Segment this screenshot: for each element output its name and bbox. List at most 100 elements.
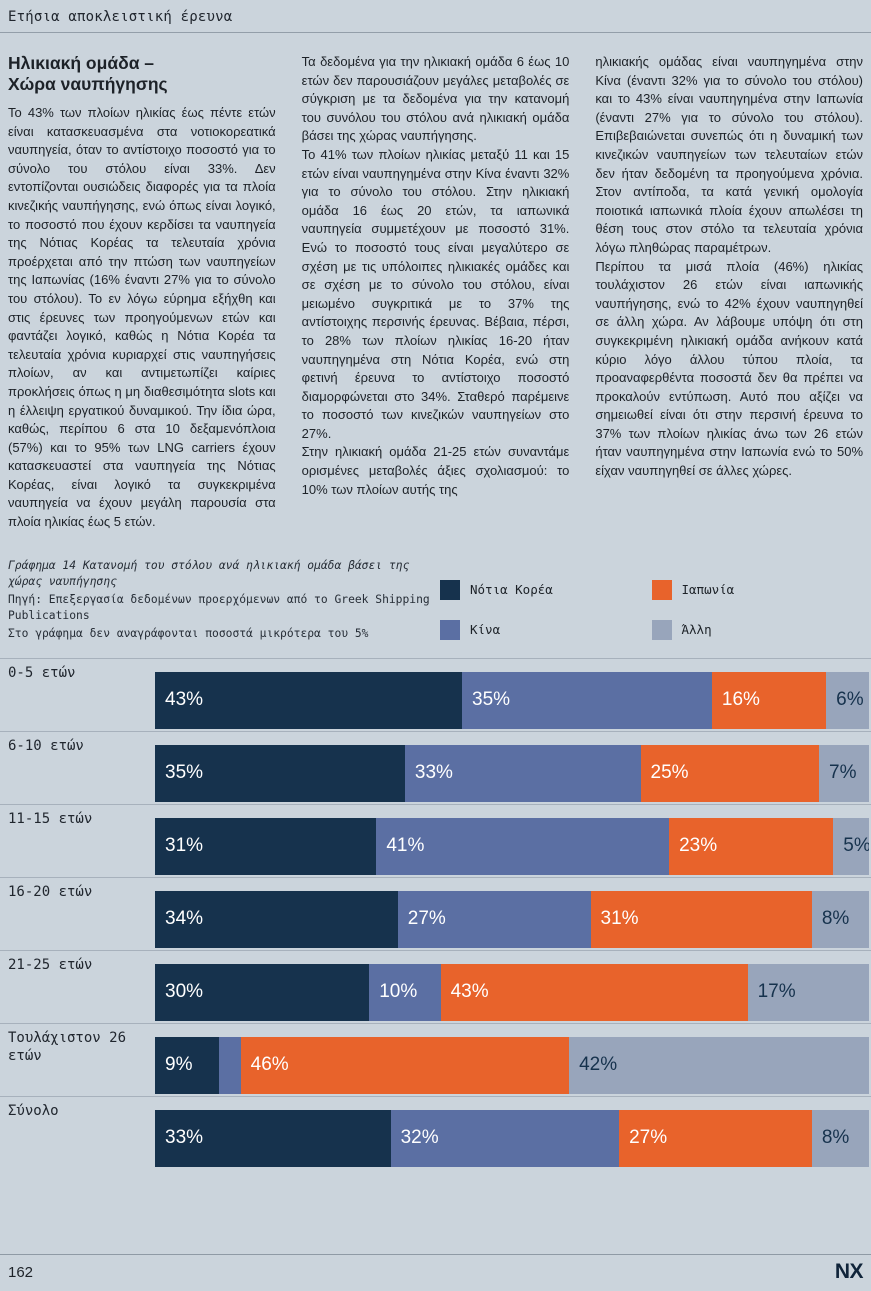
chart-note: Στο γράφημα δεν αναγράφονται ποσοστά μικ… xyxy=(8,626,369,640)
chart-row-label: 11-15 ετών xyxy=(8,810,93,827)
text-column-3: ηλικιακής ομάδας είναι ναυπηγημένα στην … xyxy=(595,53,863,532)
legend-swatch-kina xyxy=(440,619,460,640)
chart-caption: Γράφημα 14 Κατανομή του στόλου ανά ηλικι… xyxy=(8,558,440,642)
stacked-bar: 43% 35% 16% 6% xyxy=(155,671,869,729)
bar-segment-notia-korea: 35% xyxy=(155,744,405,802)
bar-segment-value: 8% xyxy=(821,1127,850,1149)
stacked-bar-chart: 0-5 ετών 43% 35% 16% 6% 6-10 ετών 35% 33% 25% 7% 1… xyxy=(0,657,871,1169)
stacked-bar: 35% 33% 25% 7% xyxy=(155,744,869,802)
bar-segment-notia-korea: 31% xyxy=(155,817,377,875)
legend-item-iaponia: Ιαπωνία xyxy=(651,579,864,600)
chart-title: Γράφημα 14 Κατανομή του στόλου ανά ηλικι… xyxy=(8,558,410,588)
bar-segment-value: 33% xyxy=(165,1127,204,1149)
bar-segment-alli: 8% xyxy=(811,890,869,948)
legend-swatch-iaponia xyxy=(651,579,672,600)
legend-item-kina: Κίνα xyxy=(440,619,652,640)
chart-caption-area: Γράφημα 14 Κατανομή του στόλου ανά ηλικι… xyxy=(0,532,871,642)
publisher-logo: NX xyxy=(834,1260,864,1283)
text-column-1: Ηλικιακή ομάδα – Χώρα ναυπήγησης Το 43% … xyxy=(8,53,276,532)
bar-segment-iaponia: 25% xyxy=(640,744,819,802)
text-column-2: Τα δεδομένα για την ηλικιακή ομάδα 6 έως… xyxy=(302,53,570,532)
bar-segment-kina: 32% xyxy=(390,1109,620,1167)
page-number: 162 xyxy=(8,1263,34,1281)
bar-segment-alli: 5% xyxy=(833,817,869,875)
article-heading-line-1: Ηλικιακή ομάδα – xyxy=(8,53,155,73)
bar-segment-value: 25% xyxy=(650,762,689,784)
bar-segment-value: 35% xyxy=(165,762,204,784)
bar-segment-value: 6% xyxy=(836,689,864,711)
bar-segment-value: 27% xyxy=(629,1127,668,1149)
bar-segment-value: 31% xyxy=(165,835,204,857)
stacked-bar: 33% 32% 27% 8% xyxy=(155,1109,869,1167)
paragraph: Περίπου τα μισά πλοία (46%) ηλικίας τουλ… xyxy=(595,258,864,479)
page-header: Ετήσια αποκλειστική έρευνα xyxy=(0,0,871,33)
chart-row: 16-20 ετών 34% 27% 31% 8% xyxy=(0,876,871,950)
bar-segment-kina: 33% xyxy=(404,744,641,802)
stacked-bar: 34% 27% 31% 8% xyxy=(155,890,869,948)
legend-label: Κίνα xyxy=(470,622,501,638)
chart-row-label: 16-20 ετών xyxy=(8,883,93,900)
bar-segment-kina: 41% xyxy=(376,817,670,875)
chart-row: 6-10 ετών 35% 33% 25% 7% xyxy=(0,730,871,804)
bar-segment-value: 32% xyxy=(400,1127,439,1149)
paragraph: Το 41% των πλοίων ηλικίας μεταξύ 11 και … xyxy=(301,146,570,441)
legend-swatch-alli xyxy=(651,619,672,640)
chart-row: 21-25 ετών 30% 10% 43% 17% xyxy=(0,949,871,1023)
bar-segment-alli: 17% xyxy=(747,963,869,1021)
stacked-bar: 31% 41% 23% 5% xyxy=(155,817,869,875)
bar-segment-alli: 8% xyxy=(811,1109,869,1167)
bar-segment-iaponia: 23% xyxy=(669,817,834,875)
stacked-bar: 9% 46% 42% xyxy=(155,1036,869,1094)
bar-segment-iaponia: 46% xyxy=(240,1036,570,1094)
bar-segment-kina xyxy=(219,1036,241,1094)
bar-segment-alli: 6% xyxy=(826,671,869,729)
bar-segment-value: 42% xyxy=(579,1054,618,1076)
bar-segment-kina: 27% xyxy=(397,890,591,948)
chart-row-label: 21-25 ετών xyxy=(8,956,93,973)
bar-segment-iaponia: 43% xyxy=(440,963,748,1021)
bar-segment-value: 7% xyxy=(829,762,857,784)
bar-segment-iaponia: 31% xyxy=(590,890,812,948)
bar-segment-value: 33% xyxy=(414,762,453,784)
chart-row: 11-15 ετών 31% 41% 23% 5% xyxy=(0,803,871,877)
article-columns: Ηλικιακή ομάδα – Χώρα ναυπήγησης Το 43% … xyxy=(0,33,871,532)
bar-segment-kina: 10% xyxy=(369,963,441,1021)
legend-swatch-notia-korea xyxy=(440,579,460,600)
chart-legend: Νότια Κορέα Ιαπωνία Κίνα Άλλη xyxy=(440,558,863,642)
bar-segment-iaponia: 27% xyxy=(619,1109,812,1167)
chart-source: Πηγή: Επεξεργασία δεδομένων προερχόμενων… xyxy=(8,592,430,622)
legend-label: Ιαπωνία xyxy=(681,582,735,598)
bar-segment-value: 43% xyxy=(165,689,204,711)
bar-segment-value: 41% xyxy=(386,835,425,857)
legend-label: Άλλη xyxy=(681,622,712,638)
legend-label: Νότια Κορέα xyxy=(470,582,553,598)
bar-segment-notia-korea: 34% xyxy=(155,890,398,948)
section-title: Ετήσια αποκλειστική έρευνα xyxy=(8,9,233,25)
bar-segment-notia-korea: 43% xyxy=(155,671,463,729)
article-heading: Ηλικιακή ομάδα – Χώρα ναυπήγησης xyxy=(8,53,276,95)
legend-item-notia-korea: Νότια Κορέα xyxy=(440,579,652,600)
bar-segment-value: 8% xyxy=(821,908,850,930)
bar-segment-value: 46% xyxy=(250,1054,289,1076)
chart-row-label: Σύνολο xyxy=(8,1102,59,1119)
stacked-bar: 30% 10% 43% 17% xyxy=(155,963,869,1021)
bar-segment-value: 9% xyxy=(165,1054,193,1076)
paragraph: Τα δεδομένα για την ηλικιακή ομάδα 6 έως… xyxy=(301,54,570,144)
bar-segment-value: 35% xyxy=(472,689,511,711)
article-heading-line-2: Χώρα ναυπήγησης xyxy=(8,74,168,94)
bar-segment-value: 5% xyxy=(843,835,869,857)
bar-segment-value: 16% xyxy=(721,689,760,711)
chart-row-label: 6-10 ετών xyxy=(8,737,84,754)
page-footer: 162 NX xyxy=(0,1254,871,1291)
paragraph: Το 43% των πλοίων ηλικίας έως πέντε ετών… xyxy=(8,105,276,530)
bar-segment-alli: 7% xyxy=(819,744,869,802)
bar-segment-value: 17% xyxy=(757,981,796,1003)
bar-segment-kina: 35% xyxy=(462,671,712,729)
chart-row: Τουλάχιστον 26 ετών 9% 46% 42% xyxy=(0,1022,871,1096)
legend-item-alli: Άλλη xyxy=(651,619,864,640)
bar-segment-value: 31% xyxy=(600,908,639,930)
chart-row-label: 0-5 ετών xyxy=(8,664,76,681)
bar-segment-value: 23% xyxy=(679,835,718,857)
bar-segment-notia-korea: 30% xyxy=(155,963,370,1021)
